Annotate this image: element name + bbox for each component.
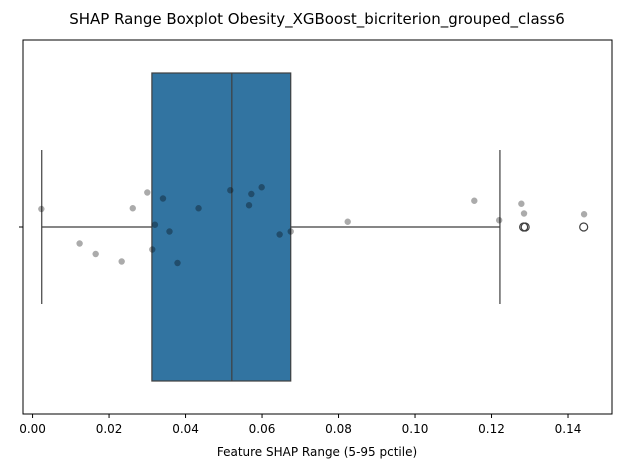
- strip-point-20: [495, 217, 503, 224]
- strip-point-5: [144, 189, 151, 196]
- outlier-2: [579, 222, 589, 232]
- strip-point-16: [276, 231, 283, 238]
- x-axis: 0.00 0.02 0.04 0.06 0.08 0.10 0.12 0.14: [19, 414, 581, 436]
- strip-point-11: [195, 205, 202, 212]
- strip-point-15: [258, 184, 265, 191]
- x-tick-label-6: 0.12: [478, 422, 505, 436]
- strip-point-21: [518, 200, 525, 207]
- strip-point-13: [245, 202, 253, 209]
- strip-point-0: [38, 205, 45, 213]
- x-tick-label-1: 0.02: [96, 422, 123, 436]
- strip-point-12: [227, 187, 234, 194]
- x-tick-label-3: 0.06: [249, 422, 276, 436]
- x-tick-label-0: 0.00: [19, 422, 46, 436]
- strip-point-10: [174, 259, 181, 267]
- strip-point-14: [248, 190, 255, 198]
- x-axis-label: Feature SHAP Range (5-95 pctile): [217, 445, 417, 459]
- strip-point-8: [159, 195, 167, 202]
- strip-point-18: [344, 218, 351, 225]
- strip-point-3: [118, 258, 125, 265]
- strip-point-22: [520, 210, 528, 217]
- strip-point-7: [151, 221, 159, 228]
- strip-point-23: [580, 211, 588, 218]
- strip-point-6: [149, 246, 156, 253]
- x-tick-label-4: 0.08: [325, 422, 352, 436]
- strip-point-19: [471, 197, 478, 204]
- strip-point-9: [166, 228, 173, 235]
- strip-point-4: [129, 205, 136, 212]
- strip-point-2: [92, 250, 99, 258]
- outlier-1: [520, 222, 530, 232]
- x-tick-label-7: 0.14: [555, 422, 582, 436]
- plot-area: [38, 72, 589, 382]
- x-tick-label-2: 0.04: [172, 422, 199, 436]
- box-iqr: [151, 72, 292, 382]
- strip-point-1: [76, 240, 83, 247]
- x-tick-label-5: 0.10: [402, 422, 429, 436]
- strip-point-17: [287, 228, 294, 235]
- chart-title: SHAP Range Boxplot Obesity_XGBoost_bicri…: [69, 10, 565, 29]
